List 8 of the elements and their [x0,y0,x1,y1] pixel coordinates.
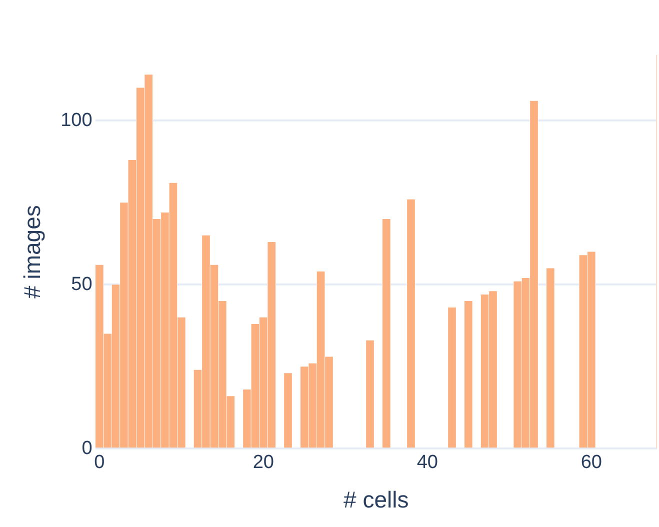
y-axis-title: # images [19,205,46,298]
x-tick-label: 40 [416,452,438,474]
x-tick-label: 20 [252,452,274,474]
x-tick-label: 60 [580,452,602,474]
y-tick-label: 50 [71,274,92,295]
y-tick-label: 0 [82,438,92,459]
x-axis-title: # cells [344,486,409,513]
y-tick-label: 100 [60,110,92,131]
